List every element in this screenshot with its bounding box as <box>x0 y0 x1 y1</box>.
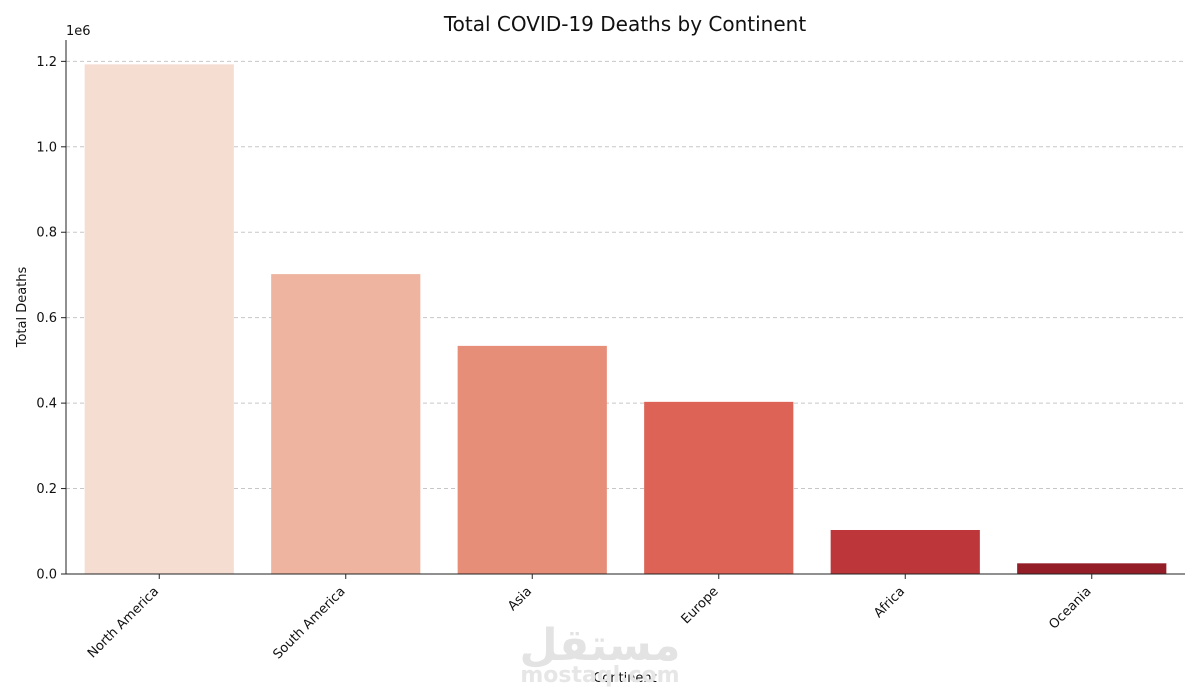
bar-north-america <box>84 64 234 574</box>
gridlines <box>66 60 1185 490</box>
y-tick-label: 0.8 <box>36 226 57 241</box>
y-tick-label: 1.0 <box>36 140 57 155</box>
bar-africa <box>830 529 980 574</box>
bar-europe <box>644 401 794 574</box>
y-tick-label: 0.0 <box>36 568 57 583</box>
bar-oceania <box>1017 563 1167 574</box>
x-tick-label: North America <box>85 584 162 661</box>
y-tick-label: 0.2 <box>36 482 57 497</box>
x-axis-label: Continent <box>593 671 657 686</box>
y-tick-label: 0.6 <box>36 311 57 326</box>
bar-asia <box>457 345 607 574</box>
chart-title: Total COVID-19 Deaths by Continent <box>443 12 807 36</box>
y-tick-label: 1.2 <box>36 55 57 70</box>
watermark-arabic: مستقل <box>520 620 681 671</box>
axes <box>65 40 1185 575</box>
y-tick-label: 0.4 <box>36 397 57 412</box>
y-ticks: 0.0 0.2 0.4 0.6 0.8 1.0 1.2 <box>36 55 66 583</box>
bars <box>84 64 1167 574</box>
x-tick-label: Asia <box>505 584 535 614</box>
x-tick-label: Europe <box>679 584 722 627</box>
bar-south-america <box>271 274 421 574</box>
watermark-latin: mostaql.com <box>520 663 679 688</box>
watermark: مستقل mostaql.com <box>520 620 681 688</box>
x-tick-label: Oceania <box>1046 584 1094 632</box>
y-exponent-label: 1e6 <box>66 24 91 39</box>
x-tick-label: South America <box>270 584 348 662</box>
y-axis-label: Total Deaths <box>15 266 30 348</box>
x-tick-label: Africa <box>871 584 908 621</box>
